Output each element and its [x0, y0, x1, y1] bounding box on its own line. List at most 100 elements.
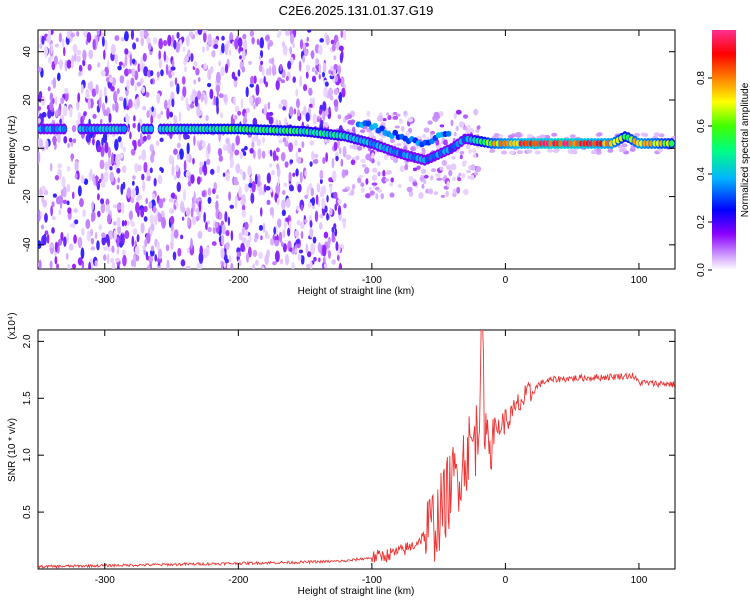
speckle [58, 32, 62, 43]
speckle [102, 132, 108, 144]
speckle [87, 97, 91, 110]
speckle [158, 198, 164, 209]
speckle [351, 183, 356, 190]
speckle [299, 171, 303, 184]
speckle [282, 243, 287, 253]
speckle [90, 246, 96, 251]
speckle [455, 125, 459, 132]
speckle [207, 142, 211, 155]
speckle [377, 115, 384, 122]
speckle [103, 246, 108, 251]
speckle [618, 148, 625, 153]
speckle [180, 200, 185, 213]
speckle [186, 170, 190, 177]
speckle [211, 241, 217, 246]
speckle [241, 204, 246, 211]
speckle [202, 30, 208, 33]
speckle [251, 180, 256, 193]
speckle [508, 150, 515, 155]
speckle [57, 238, 63, 246]
speckle [228, 255, 232, 263]
speckle [253, 237, 258, 243]
speckle [220, 112, 224, 119]
speckle [427, 120, 433, 125]
speckle [88, 49, 94, 60]
speckle [130, 148, 136, 156]
speckle [211, 50, 216, 58]
speckle [144, 32, 150, 37]
speckle [202, 46, 205, 53]
colorbar-gradient [712, 30, 736, 270]
speckle [456, 186, 461, 194]
speckle [345, 154, 352, 161]
speckle [90, 237, 95, 245]
speckle [181, 216, 185, 221]
speckle [386, 112, 390, 116]
speckle [51, 201, 55, 208]
speckle [240, 97, 244, 110]
speckle [262, 222, 266, 234]
colorbar: 0.0 0.2 0.4 0.6 0.8 Normalized spectral ampl… [696, 30, 750, 277]
y-tick-label: 20 [22, 94, 33, 106]
speckle [450, 163, 457, 171]
speckle [151, 149, 156, 157]
speckle [221, 224, 226, 235]
speckle [57, 163, 63, 169]
speckle [54, 96, 58, 106]
speckle [389, 192, 395, 198]
speckle [259, 37, 265, 49]
speckle [325, 152, 329, 163]
ridge-core [669, 140, 675, 147]
speckle [132, 122, 136, 129]
speckle [68, 243, 74, 251]
speckle [278, 103, 283, 109]
speckle [86, 230, 91, 242]
speckle [198, 111, 203, 116]
speckle [284, 161, 289, 168]
snr-ylabel: SNR (10 * v/v) [7, 418, 18, 482]
speckle [66, 200, 70, 206]
speckle [51, 215, 56, 221]
speckle [199, 161, 204, 167]
speckle [381, 176, 387, 184]
speckle [427, 188, 434, 195]
speckle [243, 145, 248, 151]
speckle [122, 146, 127, 153]
speckle [176, 153, 180, 160]
speckle [180, 234, 184, 240]
speckle [284, 140, 289, 148]
speckle [596, 132, 603, 137]
speckle [316, 184, 321, 193]
speckle [214, 221, 219, 229]
speckle [253, 75, 257, 84]
speckle [140, 207, 145, 218]
speckle [66, 165, 71, 172]
speckle [310, 50, 315, 60]
speckle [382, 169, 386, 177]
speckle [451, 155, 456, 160]
speckle [133, 115, 136, 122]
speckle [123, 97, 127, 110]
speckle [347, 114, 353, 119]
speckle [180, 259, 186, 267]
speckle [192, 157, 195, 165]
speckle [551, 132, 558, 137]
speckle [224, 63, 229, 74]
speckle [296, 156, 302, 164]
speckle [401, 125, 405, 132]
speckle [257, 148, 262, 160]
speckle [94, 232, 98, 240]
colorbar-tick-label: 0.8 [696, 71, 707, 85]
speckle [337, 114, 342, 120]
speckle [310, 242, 316, 255]
speckle [439, 124, 445, 128]
speckle [244, 112, 248, 119]
speckle [190, 237, 193, 250]
speckle [108, 230, 114, 240]
speckle [216, 165, 220, 174]
speckle [466, 169, 472, 174]
speckle [275, 119, 279, 127]
speckle [237, 110, 242, 116]
speckle [309, 228, 313, 238]
speckle [67, 263, 71, 269]
